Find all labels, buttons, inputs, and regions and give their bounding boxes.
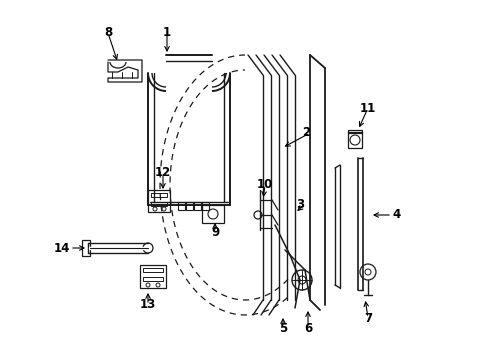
Text: 9: 9 — [210, 225, 219, 238]
Text: 13: 13 — [140, 298, 156, 311]
Text: 5: 5 — [278, 321, 286, 334]
Text: 6: 6 — [303, 321, 311, 334]
Text: 8: 8 — [103, 27, 112, 40]
Text: 4: 4 — [391, 208, 400, 221]
Text: 12: 12 — [155, 166, 171, 180]
Text: 2: 2 — [301, 126, 309, 139]
Text: 3: 3 — [295, 198, 304, 211]
Text: 1: 1 — [163, 27, 171, 40]
Text: 7: 7 — [363, 311, 371, 324]
Text: 11: 11 — [359, 102, 375, 114]
Text: 10: 10 — [256, 179, 273, 192]
Text: 14: 14 — [54, 242, 70, 255]
